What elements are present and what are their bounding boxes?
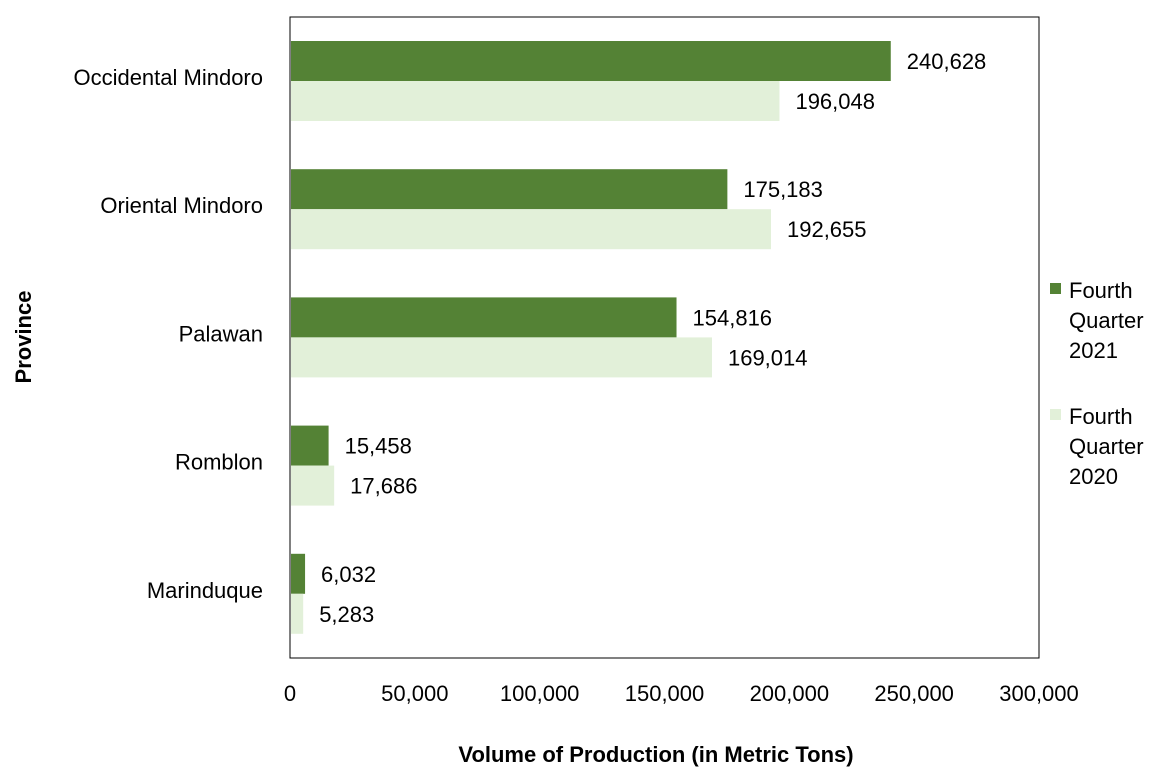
x-tick-label: 0: [284, 681, 296, 706]
x-tick-label: 50,000: [381, 681, 448, 706]
legend-item: Fourth Quarter 2021: [1050, 276, 1155, 366]
data-label: 175,183: [743, 177, 823, 202]
bar: [291, 337, 712, 378]
data-label: 240,628: [907, 49, 987, 74]
x-tick-label: 250,000: [874, 681, 954, 706]
x-tick-label: 150,000: [625, 681, 705, 706]
data-label: 169,014: [728, 345, 808, 370]
data-label: 17,686: [350, 474, 417, 499]
bar: [291, 297, 677, 338]
data-label: 6,032: [321, 562, 376, 587]
category-label: Palawan: [179, 321, 263, 346]
x-tick-label: 200,000: [750, 681, 830, 706]
plot-area-border: [289, 16, 1040, 659]
category-label: Romblon: [175, 450, 263, 475]
x-axis-title: Volume of Production (in Metric Tons): [458, 742, 853, 767]
data-label: 196,048: [795, 89, 875, 114]
bar: [291, 81, 780, 121]
x-tick-label: 100,000: [500, 681, 580, 706]
legend: Fourth Quarter 2021 Fourth Quarter 2020: [1050, 276, 1155, 528]
data-label: 192,655: [787, 217, 867, 242]
y-axis-title: Province: [11, 291, 36, 384]
legend-swatch: [1050, 283, 1061, 294]
x-tick-label: 300,000: [999, 681, 1079, 706]
legend-swatch: [1050, 409, 1061, 420]
bar: [291, 465, 335, 506]
bar: [291, 169, 728, 210]
category-label: Occidental Mindoro: [73, 65, 263, 90]
bar: [291, 41, 891, 81]
category-label: Oriental Mindoro: [100, 193, 263, 218]
category-label: Marinduque: [147, 578, 263, 603]
bar: [291, 593, 304, 634]
legend-label: Fourth Quarter 2021: [1069, 278, 1144, 363]
data-label: 5,283: [319, 602, 374, 627]
legend-label: Fourth Quarter 2020: [1069, 404, 1144, 489]
data-label: 15,458: [345, 434, 412, 459]
legend-item: Fourth Quarter 2020: [1050, 402, 1155, 492]
data-label: 154,816: [693, 305, 773, 330]
bar: [291, 553, 306, 594]
bar: [291, 209, 771, 250]
bar: [291, 425, 329, 466]
